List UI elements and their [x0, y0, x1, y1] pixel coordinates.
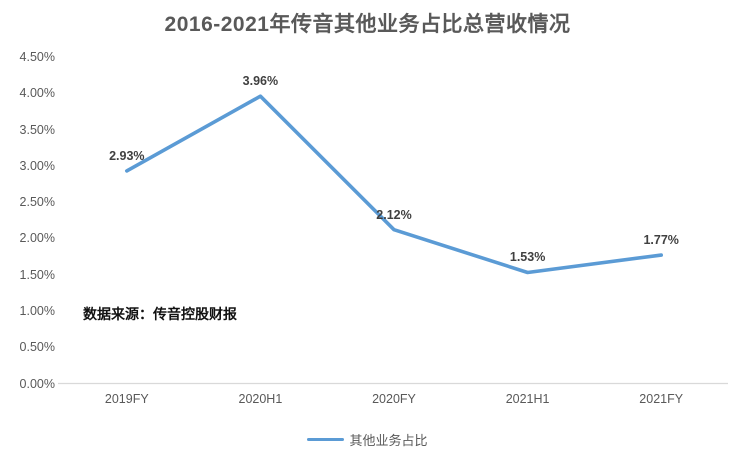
data-label: 3.96%	[242, 74, 279, 89]
legend-line-swatch	[307, 437, 345, 442]
y-tick-label: 2.00%	[19, 231, 55, 246]
y-tick-label: 1.00%	[19, 303, 55, 318]
data-label: 2.93%	[109, 148, 145, 163]
x-tick-label: 2020H1	[238, 392, 283, 406]
chart-title: 2016-2021年传音其他业务占比总营收情况	[164, 13, 571, 36]
series-line	[125, 94, 664, 275]
y-tick-label: 0.50%	[19, 340, 55, 355]
data-label: 1.77%	[643, 233, 679, 248]
legend: 其他业务占比	[0, 430, 735, 449]
x-tick-label: 2021FY	[639, 392, 684, 406]
y-tick-label: 2.50%	[19, 195, 55, 210]
y-tick-label: 1.50%	[19, 267, 55, 282]
x-tick-label: 2021H1	[505, 392, 550, 406]
x-tick-label: 2019FY	[104, 392, 149, 406]
y-tick-label: 3.50%	[19, 122, 55, 137]
x-tick-label: 2020FY	[372, 392, 416, 406]
data-label: 1.53%	[509, 250, 546, 265]
y-tick-label: 4.50%	[19, 50, 55, 64]
y-tick-label: 3.00%	[19, 158, 55, 173]
data-label: 2.12%	[376, 207, 412, 222]
y-tick-label: 0.00%	[19, 376, 55, 391]
legend-label: 其他业务占比	[349, 433, 428, 448]
source-note: 数据来源：传音控股财报	[83, 306, 237, 322]
y-tick-label: 4.00%	[19, 86, 55, 101]
